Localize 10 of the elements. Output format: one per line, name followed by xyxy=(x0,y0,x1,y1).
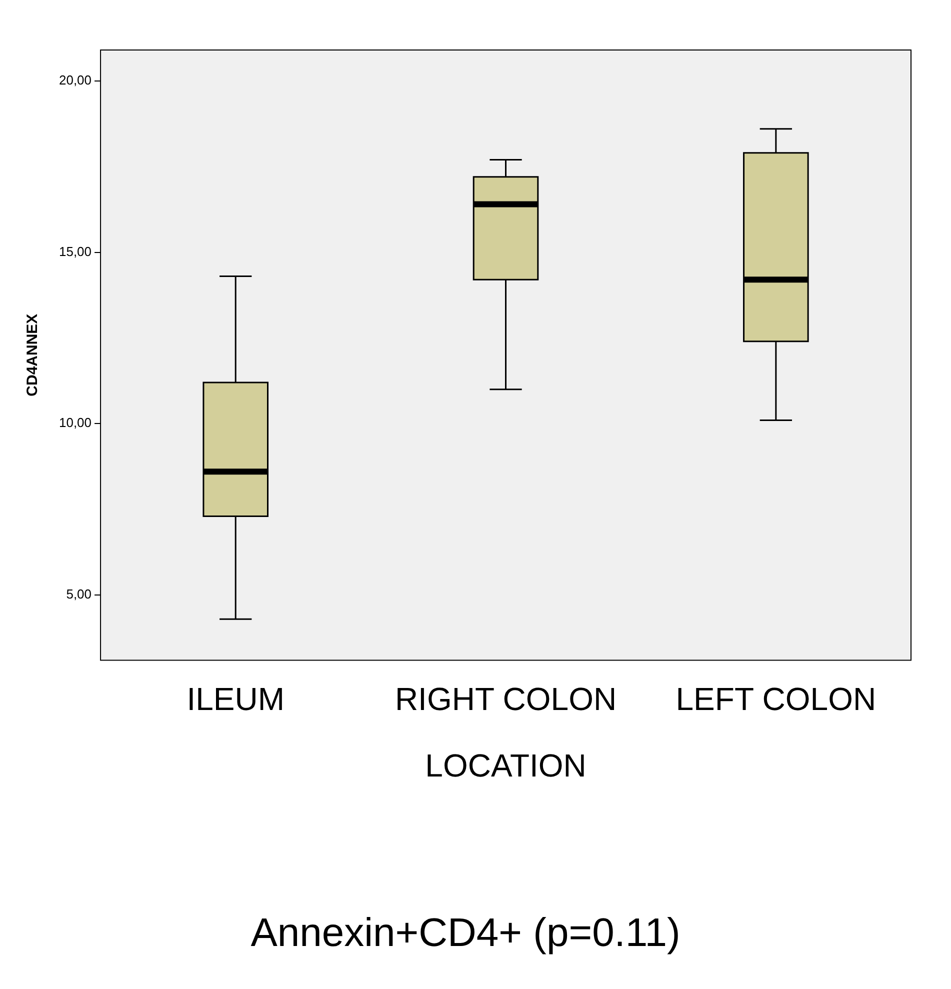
x-tick-label: RIGHT COLON xyxy=(394,681,617,718)
y-tick-label: 15,00 xyxy=(58,244,92,259)
y-tick-label: 20,00 xyxy=(58,72,92,88)
x-tick-label: LEFT COLON xyxy=(676,681,876,718)
text: Annexin+CD4+ (p=0.11) xyxy=(250,911,680,956)
y-axis-title: CD4ANNEX xyxy=(24,314,42,396)
x-tick-label: ILEUM xyxy=(186,681,285,718)
y-tick-label: 5,00 xyxy=(66,586,92,602)
x-axis-title: LOCATION xyxy=(425,748,586,784)
y-tick-label: 10,00 xyxy=(58,415,92,430)
